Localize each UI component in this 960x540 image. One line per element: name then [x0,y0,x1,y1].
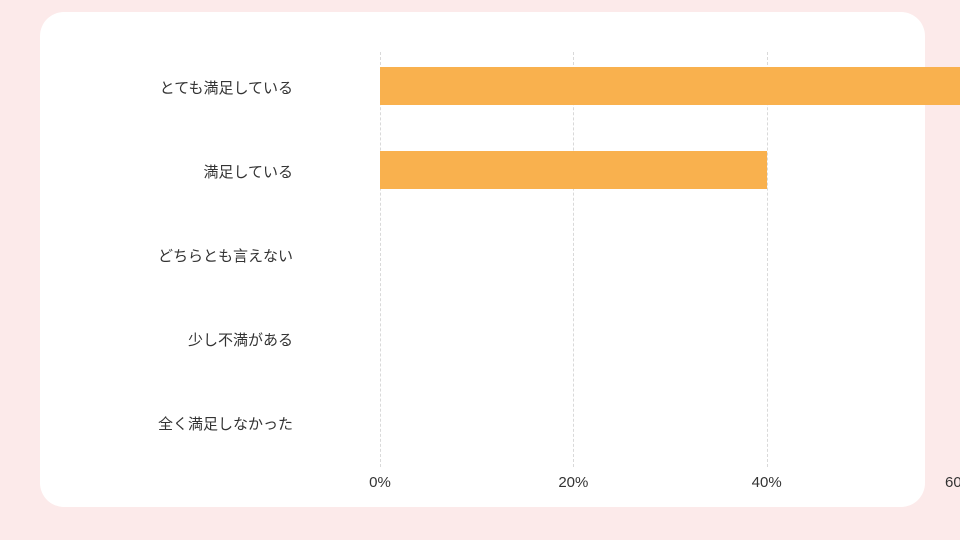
x-axis-label: 0% [369,474,391,491]
bar-row [380,235,960,273]
bar [380,151,767,189]
y-axis-label: 全く満足しなかった [33,413,293,434]
y-axis-label: 満足している [33,161,293,182]
y-axis-label: どちらとも言えない [33,245,293,266]
x-axis-label: 60% [945,474,960,491]
x-axis-label: 40% [752,474,782,491]
bar-row [380,403,960,441]
bar [380,67,960,105]
bar-row [380,67,960,105]
x-axis-label: 20% [558,474,588,491]
bar-row [380,151,960,189]
page: 0% 20% 40% 60% とても満足している満足しているどちらとも言えない少し不満が… [0,0,960,540]
bar-row [380,319,960,357]
chart-card: 0%20%40%60%とても満足している満足しているどちらとも言えない少し不満が… [40,12,925,507]
y-axis-label: とても満足している [33,77,293,98]
y-axis-label: 少し不満がある [33,329,293,350]
plot-area [380,52,960,467]
